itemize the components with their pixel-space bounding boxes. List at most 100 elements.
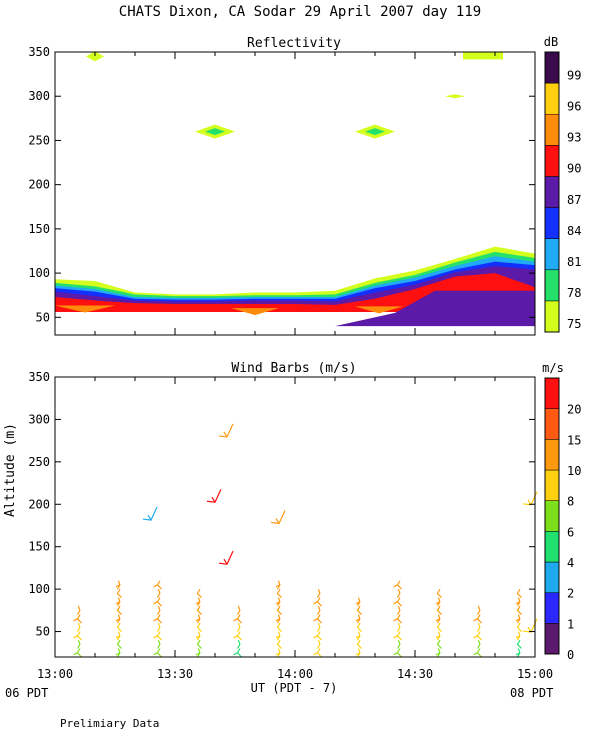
wind-barb-flag (393, 635, 398, 639)
colorbar-swatch (544, 207, 560, 239)
wind-barb-flag (153, 635, 158, 639)
wind-barb (516, 639, 522, 649)
y-tick-label: 100 (28, 582, 50, 596)
y-tick-label: 150 (28, 222, 50, 236)
reflectivity-colorbar-label: dB (544, 35, 558, 49)
wind-barb-flag (115, 601, 121, 605)
wind-barb-flag (275, 635, 281, 639)
wind-barb (206, 488, 222, 503)
wind-barb-flag (73, 652, 78, 656)
x-tick-label: 13:30 (157, 667, 193, 681)
wind-barb (316, 648, 322, 658)
colorbar-tick-label: 75 (567, 317, 581, 331)
wind-barb (316, 597, 322, 607)
wind-barb (236, 631, 242, 641)
wind-barb (76, 605, 81, 615)
reflectivity-streak-93 (55, 305, 115, 313)
y-tick-label: 350 (28, 370, 50, 384)
wind-barb (156, 597, 162, 607)
wind-barb (156, 622, 161, 632)
wind-barb (276, 614, 281, 624)
colorbar-swatch (544, 531, 560, 563)
colorbar-swatch (544, 469, 560, 501)
wind-barb (276, 639, 282, 649)
wind-barb (156, 648, 162, 658)
wind-barb-flag (73, 635, 78, 639)
reflectivity-patch (445, 94, 465, 99)
wind-barb (156, 631, 162, 641)
wind-barb (142, 506, 158, 521)
wind-barb (156, 639, 161, 649)
wind-barb-flag (515, 601, 521, 605)
wind-barb-flag (115, 635, 121, 639)
wind-barb (116, 614, 121, 624)
colorbar-tick-label: 6 (567, 525, 574, 539)
colorbar-swatch (544, 238, 560, 271)
colorbar-tick-label: 4 (567, 556, 574, 570)
wind-barb (316, 622, 321, 632)
wind-barb (156, 614, 162, 624)
wind-barb (270, 510, 286, 525)
footer-note: Prelimiary Data (60, 717, 159, 730)
colorbar-swatch (544, 500, 560, 532)
y-tick-label: 50 (36, 625, 50, 639)
wind-barb-flag (115, 652, 121, 656)
end-time-label: 08 PDT (510, 686, 553, 700)
wind-barb (156, 580, 162, 590)
x-tick-label: 13:00 (37, 667, 73, 681)
colorbar-swatch (544, 300, 560, 333)
reflectivity-patch (365, 128, 385, 136)
wind-barb-flag (195, 652, 201, 656)
wind-barb (196, 614, 201, 624)
x-tick-label: 14:30 (397, 667, 433, 681)
wind-barb-flag (435, 601, 441, 605)
wind-barb (276, 588, 282, 599)
wind-barb (316, 639, 321, 649)
wind-barb (156, 588, 161, 598)
wind-barb-flag (275, 601, 281, 605)
wind-barb (396, 614, 402, 624)
wind-barb-flag (153, 601, 158, 605)
wind-barb (396, 631, 402, 641)
wind-barb-flag (355, 635, 361, 639)
reflectivity-patch (205, 128, 225, 136)
wind-barb (516, 605, 522, 615)
wind-barb (396, 605, 401, 615)
wind-barb-flag (195, 618, 201, 622)
colorbar-swatch (544, 623, 560, 655)
wind-barb-flag (515, 635, 521, 639)
wind-barb-flag (195, 635, 201, 639)
wind-barb-flag (515, 652, 521, 656)
x-tick-label: 15:00 (517, 667, 553, 681)
colorbar-frame (544, 51, 560, 333)
wind-barb-flag (393, 584, 398, 588)
y-tick-label: 350 (28, 45, 50, 59)
colorbar-tick-label: 2 (567, 587, 574, 601)
wind-barb (476, 605, 481, 615)
wind-barbs (73, 423, 538, 658)
wind-barb (396, 648, 402, 658)
wind-barb (476, 622, 481, 632)
wind-barb (116, 622, 122, 632)
colorbar-tick-label: 90 (567, 162, 581, 176)
y-axis-label: Altitude (m) (3, 423, 18, 517)
y-tick-label: 300 (28, 89, 50, 103)
wind-barb (436, 639, 442, 649)
wind-barb-flag (473, 652, 478, 656)
colorbar-tick-label: 20 (567, 403, 581, 417)
wind-barb (516, 588, 522, 599)
wind-barb-flag (153, 652, 158, 656)
wind-barb (436, 614, 441, 624)
wind-barb-flag (473, 618, 478, 622)
wind-barb-flag (153, 618, 158, 622)
wind-barbs-panel: Wind Barbs (m/s) m/s 5010015020025030035… (28, 361, 581, 681)
wind-barb-flag (195, 601, 201, 605)
wind-barb-flag (435, 652, 441, 656)
wind-barb-flag (435, 635, 441, 639)
wind-barb (356, 605, 362, 615)
wind-barb-flag (515, 618, 521, 622)
wind-barb-flag (275, 584, 281, 588)
wind-barb (476, 639, 481, 649)
colorbar-swatch (544, 176, 560, 208)
